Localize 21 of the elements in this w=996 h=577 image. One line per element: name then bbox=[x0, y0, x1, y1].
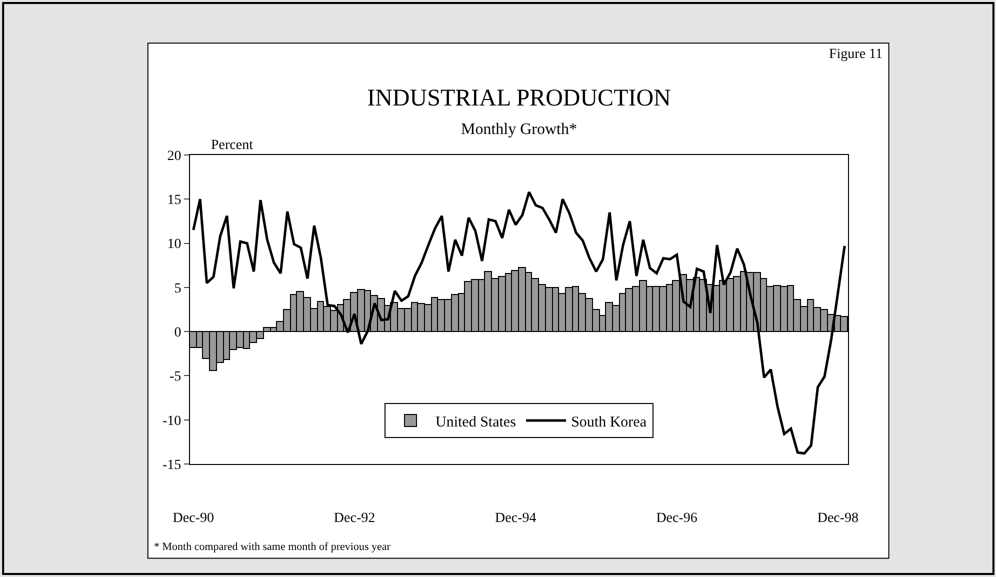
x-tick-label: Dec-98 bbox=[817, 510, 859, 526]
y-tick-label: 10 bbox=[167, 237, 182, 252]
y-tick-label: 5 bbox=[174, 281, 182, 296]
legend-label: United States bbox=[436, 414, 516, 430]
line-series bbox=[192, 190, 846, 455]
caption: Figure 11 bbox=[829, 47, 883, 62]
y-tick-label: 0 bbox=[174, 325, 182, 340]
x-tick-label: Dec-90 bbox=[172, 510, 214, 526]
x-tick-label: Dec-96 bbox=[656, 510, 698, 526]
text: * Month compared with same month of previous year bbox=[154, 541, 391, 553]
legend-label: South Korea bbox=[571, 414, 647, 430]
x-tick-label: Dec-94 bbox=[495, 510, 536, 526]
y-tick-label: 15 bbox=[167, 193, 182, 208]
y-tick-label: 20 bbox=[167, 148, 182, 164]
y-tick-label: -10 bbox=[162, 414, 182, 429]
chart-subtitle: Monthly Growth* bbox=[461, 121, 577, 138]
y-tick-label: -5 bbox=[170, 370, 182, 385]
y-axis-title: Percent bbox=[211, 138, 254, 153]
y-tick-label: -15 bbox=[162, 458, 182, 473]
x-tick-label: Dec-92 bbox=[334, 510, 376, 526]
chart-title: INDUSTRIAL PRODUCTION bbox=[367, 85, 671, 112]
